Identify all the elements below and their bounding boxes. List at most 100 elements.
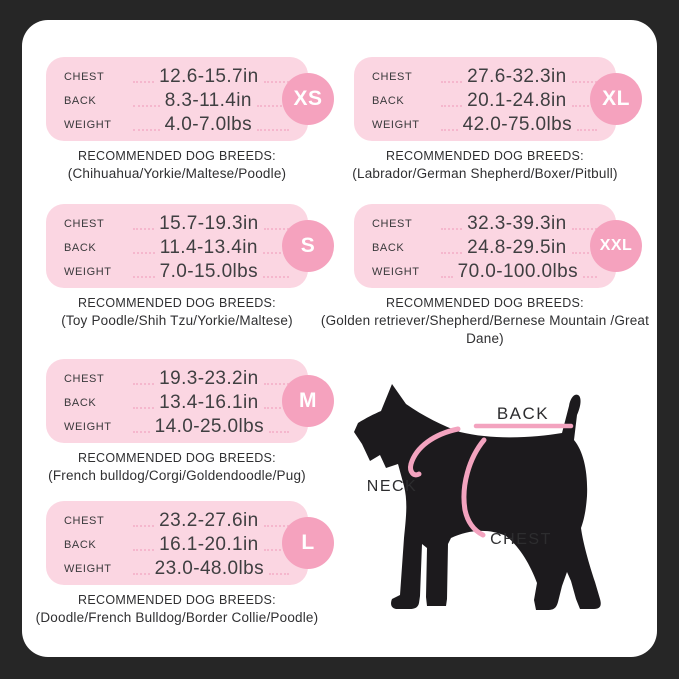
back-value: 11.4-13.4in (159, 237, 258, 258)
leader-dots (263, 228, 289, 230)
leader-dots (441, 276, 453, 278)
weight-value: 14.0-25.0lbs (154, 416, 265, 437)
size-badge-l: L (282, 517, 334, 569)
chest-row: CHEST 15.7-19.3in (64, 212, 294, 236)
weight-label: WEIGHT (64, 266, 112, 278)
size-block-xs: CHEST 12.6-15.7in BACK 8.3-11.4in WEIGHT… (46, 57, 334, 183)
weight-label: WEIGHT (64, 421, 112, 433)
breeds-list: (Golden retriever/Shepherd/Bernese Mount… (320, 312, 650, 347)
breeds-section: RECOMMENDED DOG BREEDS: (French bulldog/… (12, 450, 342, 485)
weight-value: 4.0-7.0lbs (164, 114, 253, 135)
back-row: BACK 24.8-29.5in (372, 236, 602, 260)
chest-row: CHEST 23.2-27.6in (64, 509, 294, 533)
chest-value: 23.2-27.6in (159, 510, 259, 531)
chest-label: CHEST (64, 373, 105, 385)
chest-label: CHEST (372, 218, 413, 230)
leader-dots (263, 525, 289, 527)
size-badge-xl: XL (590, 73, 642, 125)
size-block-s: CHEST 15.7-19.3in BACK 11.4-13.4in WEIGH… (46, 204, 334, 330)
leader-dots (263, 549, 289, 551)
breeds-list: (Doodle/French Bulldog/Border Collie/Poo… (35, 609, 319, 625)
leader-dots (133, 431, 150, 433)
back-row: BACK 16.1-20.1in (64, 533, 294, 557)
weight-row: WEIGHT 7.0-15.0lbs (64, 260, 294, 284)
chest-label: CHEST (64, 218, 105, 230)
neck-diagram-label: NECK (367, 478, 417, 495)
dog-measurement-diagram: BACK NECK CHEST (348, 368, 648, 653)
size-card-xs: CHEST 12.6-15.7in BACK 8.3-11.4in WEIGHT… (46, 57, 334, 141)
back-row: BACK 11.4-13.4in (64, 236, 294, 260)
leader-dots (262, 252, 289, 254)
back-value: 20.1-24.8in (467, 90, 567, 111)
size-card-s: CHEST 15.7-19.3in BACK 11.4-13.4in WEIGH… (46, 204, 334, 288)
size-card-xxl: CHEST 32.3-39.3in BACK 24.8-29.5in WEIGH… (354, 204, 642, 288)
weight-value: 70.0-100.0lbs (457, 261, 578, 282)
recommended-breeds-title: RECOMMENDED DOG BREEDS: (78, 593, 276, 607)
weight-value: 23.0-48.0lbs (154, 558, 265, 579)
chest-row: CHEST 32.3-39.3in (372, 212, 602, 236)
weight-row: WEIGHT 42.0-75.0lbs (372, 113, 602, 137)
chest-value: 19.3-23.2in (159, 368, 259, 389)
leader-dots (441, 228, 463, 230)
weight-row: WEIGHT 14.0-25.0lbs (64, 415, 294, 439)
leader-dots (263, 407, 289, 409)
back-value: 16.1-20.1in (159, 534, 259, 555)
leader-dots (571, 228, 597, 230)
chest-row: CHEST 12.6-15.7in (64, 65, 294, 89)
weight-row: WEIGHT 70.0-100.0lbs (372, 260, 602, 284)
breeds-list: (Toy Poodle/Shih Tzu/Yorkie/Maltese) (61, 312, 293, 328)
breeds-list: (Chihuahua/Yorkie/Maltese/Poodle) (67, 165, 287, 181)
back-label: BACK (64, 397, 97, 409)
leader-dots (577, 129, 597, 131)
back-label: BACK (372, 95, 405, 107)
recommended-breeds-title: RECOMMENDED DOG BREEDS: (386, 149, 584, 163)
breeds-section: RECOMMENDED DOG BREEDS: (Labrador/German… (320, 148, 650, 183)
leader-dots (263, 276, 289, 278)
back-value: 8.3-11.4in (164, 90, 252, 111)
chest-row: CHEST 19.3-23.2in (64, 367, 294, 391)
leader-dots (133, 549, 155, 551)
recommended-breeds-title: RECOMMENDED DOG BREEDS: (78, 451, 276, 465)
leader-dots (441, 81, 463, 83)
back-row: BACK 13.4-16.1in (64, 391, 294, 415)
leader-dots (133, 252, 155, 254)
size-block-l: CHEST 23.2-27.6in BACK 16.1-20.1in WEIGH… (36, 501, 334, 627)
back-label: BACK (372, 242, 405, 254)
chest-value: 12.6-15.7in (159, 66, 259, 87)
leader-dots (441, 252, 463, 254)
size-badge-s: S (282, 220, 334, 272)
back-row: BACK 20.1-24.8in (372, 89, 602, 113)
size-block-m: CHEST 19.3-23.2in BACK 13.4-16.1in WEIGH… (46, 359, 334, 485)
leader-dots (256, 105, 289, 107)
recommended-breeds-title: RECOMMENDED DOG BREEDS: (78, 296, 276, 310)
leader-dots (133, 407, 155, 409)
neck-strap-line (408, 426, 461, 478)
chest-value: 32.3-39.3in (467, 213, 567, 234)
chest-diagram-label: CHEST (490, 531, 552, 548)
chest-value: 15.7-19.3in (159, 213, 259, 234)
leader-dots (133, 276, 155, 278)
leader-dots (263, 383, 289, 385)
leader-dots (133, 81, 155, 83)
leader-dots (133, 525, 155, 527)
size-block-xxl: CHEST 32.3-39.3in BACK 24.8-29.5in WEIGH… (321, 204, 649, 348)
breeds-section: RECOMMENDED DOG BREEDS: (Chihuahua/Yorki… (12, 148, 342, 183)
leader-dots (133, 105, 160, 107)
leader-dots (257, 129, 289, 131)
leader-dots (571, 252, 597, 254)
back-diagram-label: BACK (497, 404, 549, 423)
dog-silhouette (354, 384, 601, 610)
leader-dots (583, 276, 597, 278)
leader-dots (263, 81, 289, 83)
weight-value: 42.0-75.0lbs (462, 114, 573, 135)
back-label: BACK (64, 95, 97, 107)
breeds-list: (Labrador/German Shepherd/Boxer/Pitbull) (352, 165, 618, 181)
size-block-xl: CHEST 27.6-32.3in BACK 20.1-24.8in WEIGH… (352, 57, 642, 183)
size-badge-m: M (282, 375, 334, 427)
size-badge-xs: XS (282, 73, 334, 125)
chest-label: CHEST (372, 71, 413, 83)
back-label: BACK (64, 539, 97, 551)
chest-row: CHEST 27.6-32.3in (372, 65, 602, 89)
recommended-breeds-title: RECOMMENDED DOG BREEDS: (386, 296, 584, 310)
